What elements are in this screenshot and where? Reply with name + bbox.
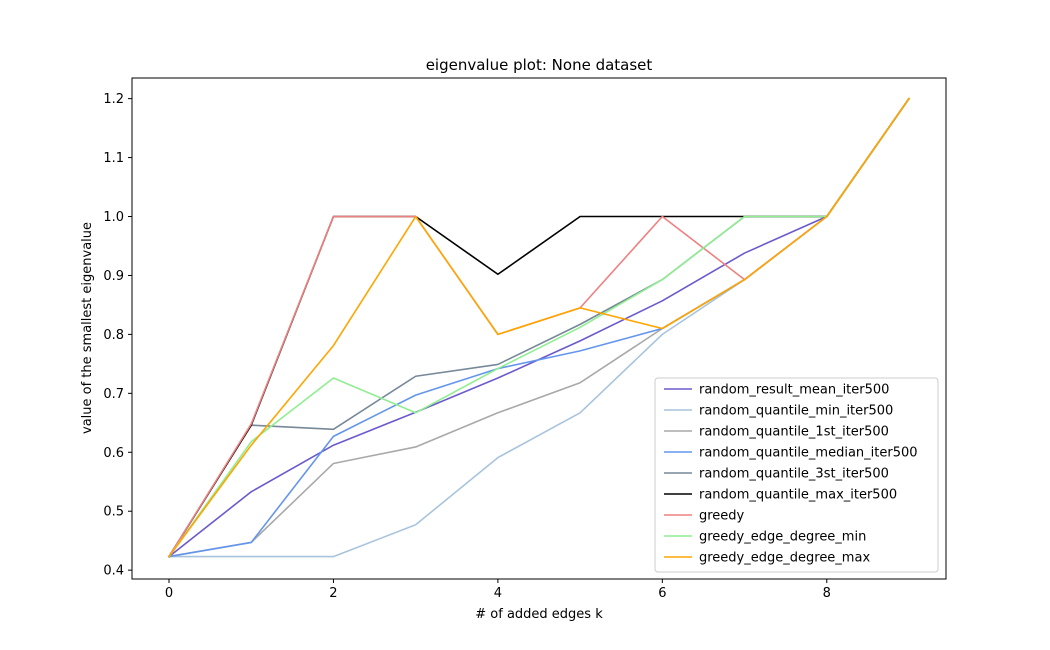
legend-label-random_quantile_min_iter500: random_quantile_min_iter500 [699, 404, 893, 419]
series-layer [167, 97, 911, 558]
x-tick-label: 6 [658, 586, 666, 601]
x-tick-label: 4 [494, 586, 502, 601]
legend-label-greedy: greedy [699, 509, 745, 524]
legend-label-random_quantile_1st_iter500: random_quantile_1st_iter500 [699, 425, 889, 440]
legend: random_result_mean_iter500 random_quantil… [654, 377, 939, 573]
y-tick-label: 1.2 [103, 92, 124, 107]
x-tick-label: 8 [823, 586, 831, 601]
y-tick-label: 0.9 [103, 269, 124, 284]
series-line-greedy_edge_degree_min [167, 97, 911, 558]
y-tick-label: 0.8 [103, 328, 124, 343]
y-tick-label: 0.5 [103, 505, 124, 520]
legend-box [654, 377, 939, 573]
y-tick-label: 0.6 [103, 446, 124, 461]
y-axis: 0.4 0.5 0.6 0.7 0.8 0.9 1.0 1.1 1.2 [103, 92, 132, 579]
series-line-greedy_edge_degree_max [167, 97, 911, 558]
x-axis: 0 2 4 6 8 [165, 579, 831, 601]
y-tick-label: 1.1 [103, 151, 124, 166]
legend-label-random_quantile_3st_iter500: random_quantile_3st_iter500 [699, 467, 889, 482]
y-tick-label: 1.0 [103, 210, 124, 225]
legend-label-random_quantile_max_iter500: random_quantile_max_iter500 [699, 488, 897, 503]
legend-label-random_result_mean_iter500: random_result_mean_iter500 [699, 383, 889, 398]
chart-title: eigenvalue plot: None dataset [426, 56, 653, 74]
legend-label-greedy_edge_degree_max: greedy_edge_degree_max [699, 551, 870, 566]
legend-label-random_quantile_median_iter500: random_quantile_median_iter500 [699, 446, 918, 461]
x-tick-label: 0 [165, 586, 173, 601]
y-tick-label: 0.4 [103, 564, 124, 579]
y-axis-label: value of the smallest eigenvalue [80, 222, 95, 434]
y-tick-label: 0.7 [103, 387, 124, 402]
plot-frame [131, 77, 947, 580]
x-tick-label: 2 [329, 586, 337, 601]
x-axis-label: # of added edges k [475, 607, 603, 622]
legend-label-greedy_edge_degree_min: greedy_edge_degree_min [699, 530, 866, 545]
